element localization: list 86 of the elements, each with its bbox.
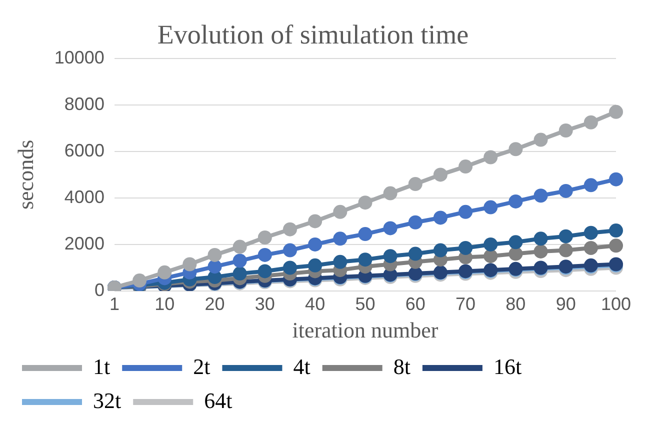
point (584, 226, 598, 240)
point (158, 265, 172, 280)
point (232, 254, 247, 268)
legend-label: 1t (93, 354, 110, 379)
point (458, 204, 473, 219)
x-tick-label: 60 (405, 294, 426, 314)
x-tick-label: 50 (355, 294, 376, 314)
point (132, 274, 147, 288)
point (508, 142, 523, 156)
point (433, 210, 448, 225)
point (408, 246, 422, 261)
x-tick-label: 10 (154, 294, 175, 314)
point (308, 214, 322, 228)
point (308, 237, 322, 252)
point (508, 235, 523, 250)
point (208, 248, 222, 262)
point (333, 204, 348, 219)
chart-title: Evolution of simulation time (157, 19, 469, 50)
y-tick-label: 2000 (64, 233, 104, 254)
legend-label: 16t (493, 354, 522, 379)
point (534, 188, 548, 203)
y-tick-label: 0 (94, 280, 104, 300)
y-tick-label: 4000 (64, 186, 104, 207)
point (333, 254, 348, 269)
point (258, 248, 272, 262)
point (208, 260, 222, 274)
point (458, 240, 473, 255)
point (383, 186, 398, 200)
point (534, 232, 548, 246)
point (308, 258, 322, 272)
point (534, 244, 548, 258)
y-tick-label: 10000 (54, 47, 104, 68)
point (282, 243, 297, 258)
point (558, 184, 573, 198)
point (358, 252, 372, 267)
point (484, 150, 498, 164)
point (484, 237, 498, 252)
point (408, 215, 422, 230)
point (484, 200, 498, 214)
x-tick-label: 40 (305, 294, 326, 314)
point (584, 115, 598, 130)
x-tick-label: 90 (556, 294, 576, 314)
point (358, 227, 372, 242)
point (333, 232, 348, 246)
point (383, 221, 398, 236)
point (458, 160, 473, 174)
legend-label: 8t (393, 354, 410, 379)
point (232, 240, 247, 254)
point (534, 132, 548, 147)
point (408, 177, 422, 192)
point (609, 238, 623, 253)
legend-label: 2t (193, 354, 210, 379)
legend-label: 64t (204, 388, 232, 413)
x-tick-label: 100 (600, 294, 632, 314)
y-axis-title: seconds (12, 140, 38, 210)
point (558, 124, 573, 138)
x-tick-label: 30 (254, 294, 275, 314)
point (258, 264, 272, 278)
point (358, 196, 372, 210)
legend-label: 4t (293, 354, 310, 379)
x-tick-label: 20 (204, 294, 225, 314)
point (609, 172, 623, 186)
point (584, 178, 598, 192)
point (558, 229, 573, 244)
point (258, 230, 272, 244)
point (558, 243, 573, 258)
legend-label: 32t (93, 388, 122, 413)
point (484, 249, 498, 264)
point (508, 194, 523, 208)
point (508, 246, 523, 261)
y-tick-label: 8000 (64, 94, 104, 114)
point (433, 168, 448, 182)
point (609, 224, 623, 238)
point (433, 243, 448, 258)
point (232, 266, 247, 281)
x-tick-label: 1 (109, 294, 120, 314)
y-tick-label: 6000 (64, 140, 104, 160)
point (584, 240, 598, 255)
point (282, 222, 297, 236)
x-tick-label: 70 (456, 294, 476, 314)
x-axis-title: iteration number (292, 318, 439, 343)
point (609, 104, 623, 119)
point (282, 260, 297, 275)
x-tick-label: 80 (506, 294, 526, 314)
point (383, 249, 398, 264)
point (182, 257, 197, 272)
